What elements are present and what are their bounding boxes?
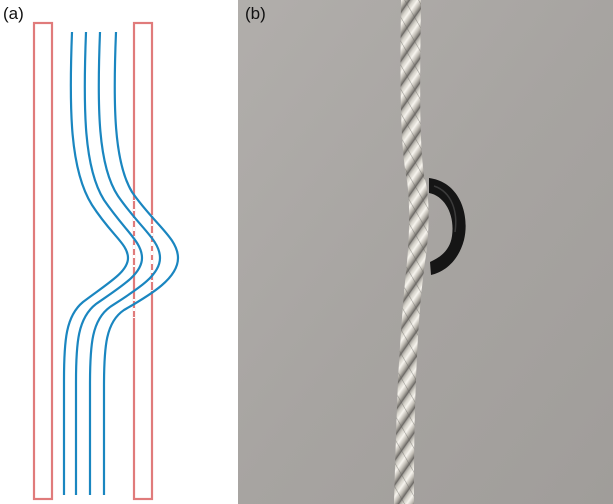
right-boundary-rect <box>132 21 154 501</box>
left-boundary-rect <box>32 21 54 501</box>
wire-4 <box>102 31 180 495</box>
schematic-diagram <box>32 21 180 501</box>
deflected-wires <box>62 31 180 495</box>
panel-label-a: (a) <box>3 4 24 23</box>
panel-a-schematic: (a) <box>0 0 236 504</box>
black-ring <box>429 178 466 275</box>
panel-b-photo: (b) <box>238 0 613 504</box>
wire-3 <box>88 31 162 495</box>
cable-photo <box>238 0 613 504</box>
braided-cable <box>394 0 429 504</box>
wire-1 <box>62 31 130 495</box>
panel-label-b: (b) <box>245 4 266 23</box>
wire-2 <box>74 31 144 495</box>
